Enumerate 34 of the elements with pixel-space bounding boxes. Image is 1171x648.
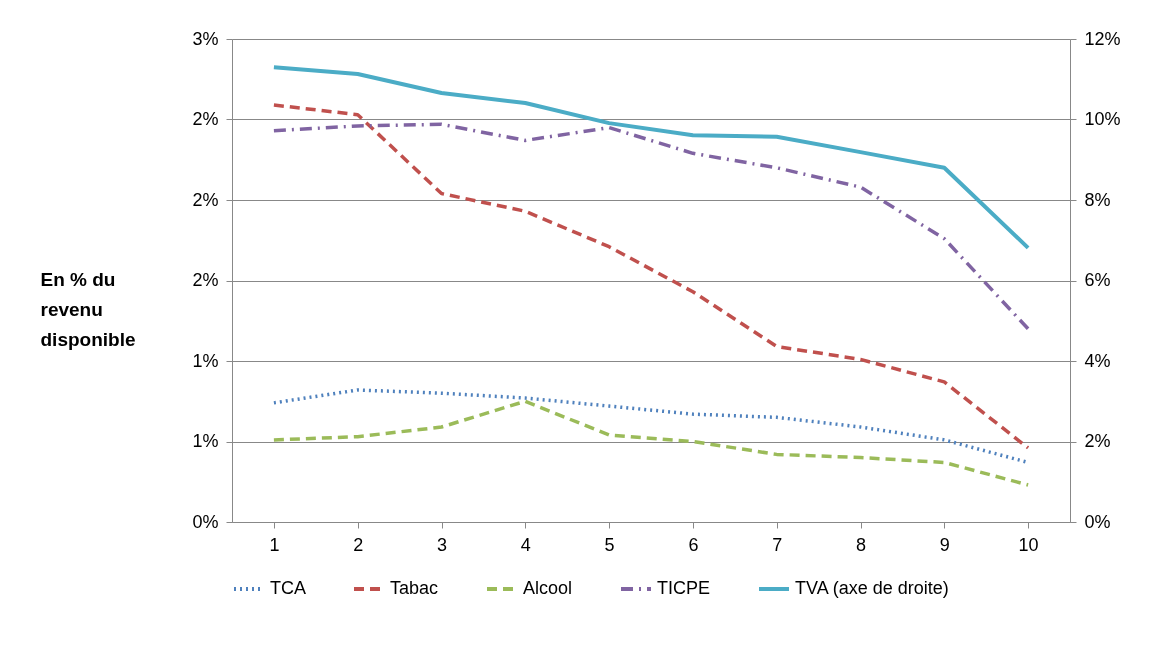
legend-label: TVA (axe de droite) xyxy=(795,578,949,598)
y2-tick-label: 10% xyxy=(1084,109,1121,129)
x-tick-label: 6 xyxy=(688,534,699,555)
line-series xyxy=(271,65,1031,250)
y-tick-label: 2% xyxy=(192,109,219,129)
line-series xyxy=(272,399,1030,487)
y-tick-label: 0% xyxy=(192,511,219,532)
y2-tick-label: 8% xyxy=(1084,189,1111,210)
y2-tick-label: 0% xyxy=(1084,511,1111,532)
y-tick-label: 1% xyxy=(192,350,219,371)
y-tick-label: 2% xyxy=(192,270,219,290)
legend-label: Tabac xyxy=(390,578,439,598)
x-tick-label: 7 xyxy=(772,534,783,555)
legend-label: TICPE xyxy=(657,578,711,598)
x-tick-label: 5 xyxy=(604,534,615,555)
x-tick-label: 8 xyxy=(855,534,867,555)
line-series xyxy=(272,103,1030,450)
y2-tick-label: 2% xyxy=(1084,431,1111,451)
y2-tick-label: 4% xyxy=(1084,350,1111,371)
x-tick-label: 2 xyxy=(353,534,364,555)
y2-tick-label: 12% xyxy=(1084,28,1121,49)
y-tick-label: 1% xyxy=(192,431,219,451)
line-series xyxy=(272,122,1030,331)
x-tick-label: 4 xyxy=(520,534,531,555)
y2-tick-label: 6% xyxy=(1084,270,1111,290)
y-tick-label: 2% xyxy=(192,189,219,210)
x-tick-label: 1 xyxy=(269,534,280,555)
y-axis-title: En % du revenu disponible xyxy=(40,268,136,350)
y-tick-label: 3% xyxy=(192,28,219,49)
legend-label: Alcool xyxy=(523,578,573,598)
x-tick-label: 9 xyxy=(939,534,950,555)
legend-label: TCA xyxy=(270,578,306,598)
x-tick-label: 3 xyxy=(436,534,448,555)
x-tick-label: 10 xyxy=(1018,534,1039,555)
